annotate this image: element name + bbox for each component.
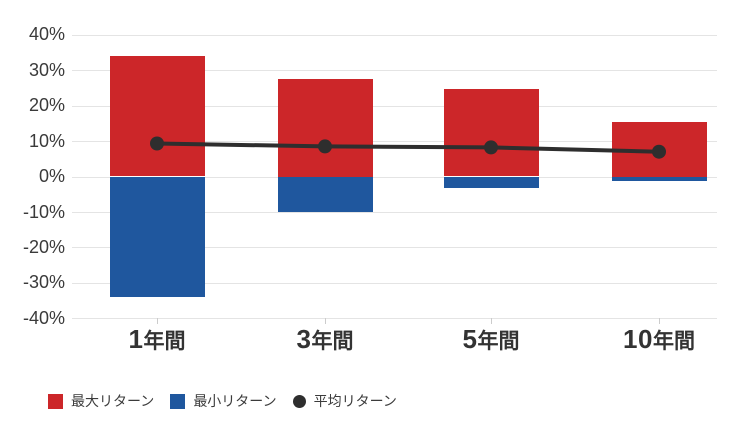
legend-square-marker (48, 393, 63, 409)
gridline (72, 282, 717, 284)
y-axis-tick-label: -10% (22, 201, 65, 222)
min-return-bar (443, 176, 539, 188)
min-return-bar (109, 176, 205, 298)
y-axis-tick-label: 30% (28, 59, 65, 80)
x-axis-category-label: 3年間 (296, 324, 354, 354)
average-return-line (156, 141, 660, 154)
y-axis-tick-label: -40% (22, 307, 65, 328)
gridline (72, 34, 717, 36)
y-axis-tick-label: -20% (22, 236, 65, 257)
x-axis-category-label: 10年間 (623, 324, 695, 354)
max-return-bar (443, 89, 539, 177)
x-axis-tick (659, 318, 660, 325)
max-return-bar (277, 79, 373, 177)
gridline (72, 141, 717, 142)
min-return-bar (277, 176, 373, 212)
gridline (72, 176, 717, 178)
legend-circle-marker (292, 394, 306, 408)
gridline (72, 212, 717, 213)
y-axis-tick-label: -30% (22, 272, 65, 293)
legend-item-min-return: 最小リターン (170, 391, 277, 411)
max-return-bar (611, 121, 707, 177)
min-return-bar (611, 176, 707, 181)
legend-label: 最小リターン (193, 393, 277, 409)
chart-legend: 最大リターン 最小リターン 平均リターン (48, 391, 397, 411)
x-axis-category-label: 1年間 (128, 324, 186, 354)
legend-item-average-return: 平均リターン (292, 391, 397, 411)
legend-square-marker (170, 393, 186, 409)
x-axis-tick (157, 318, 158, 325)
max-return-bar (109, 56, 205, 177)
y-axis-tick-label: 0% (38, 166, 65, 186)
gridline (72, 70, 717, 72)
y-axis-tick-label: 10% (28, 130, 65, 151)
legend-label: 最大リターン (71, 393, 155, 409)
gridline (72, 318, 717, 320)
legend-label: 平均リターン (313, 393, 397, 409)
y-axis-tick-label: 20% (28, 95, 65, 116)
x-axis-category-label: 5年間 (462, 324, 520, 354)
gridline (72, 247, 717, 249)
x-axis-tick (491, 318, 492, 325)
y-axis-tick-label: 40% (28, 24, 65, 45)
gridline (72, 105, 717, 107)
x-axis-tick (325, 318, 326, 325)
legend-item-max-return: 最大リターン (48, 391, 154, 411)
